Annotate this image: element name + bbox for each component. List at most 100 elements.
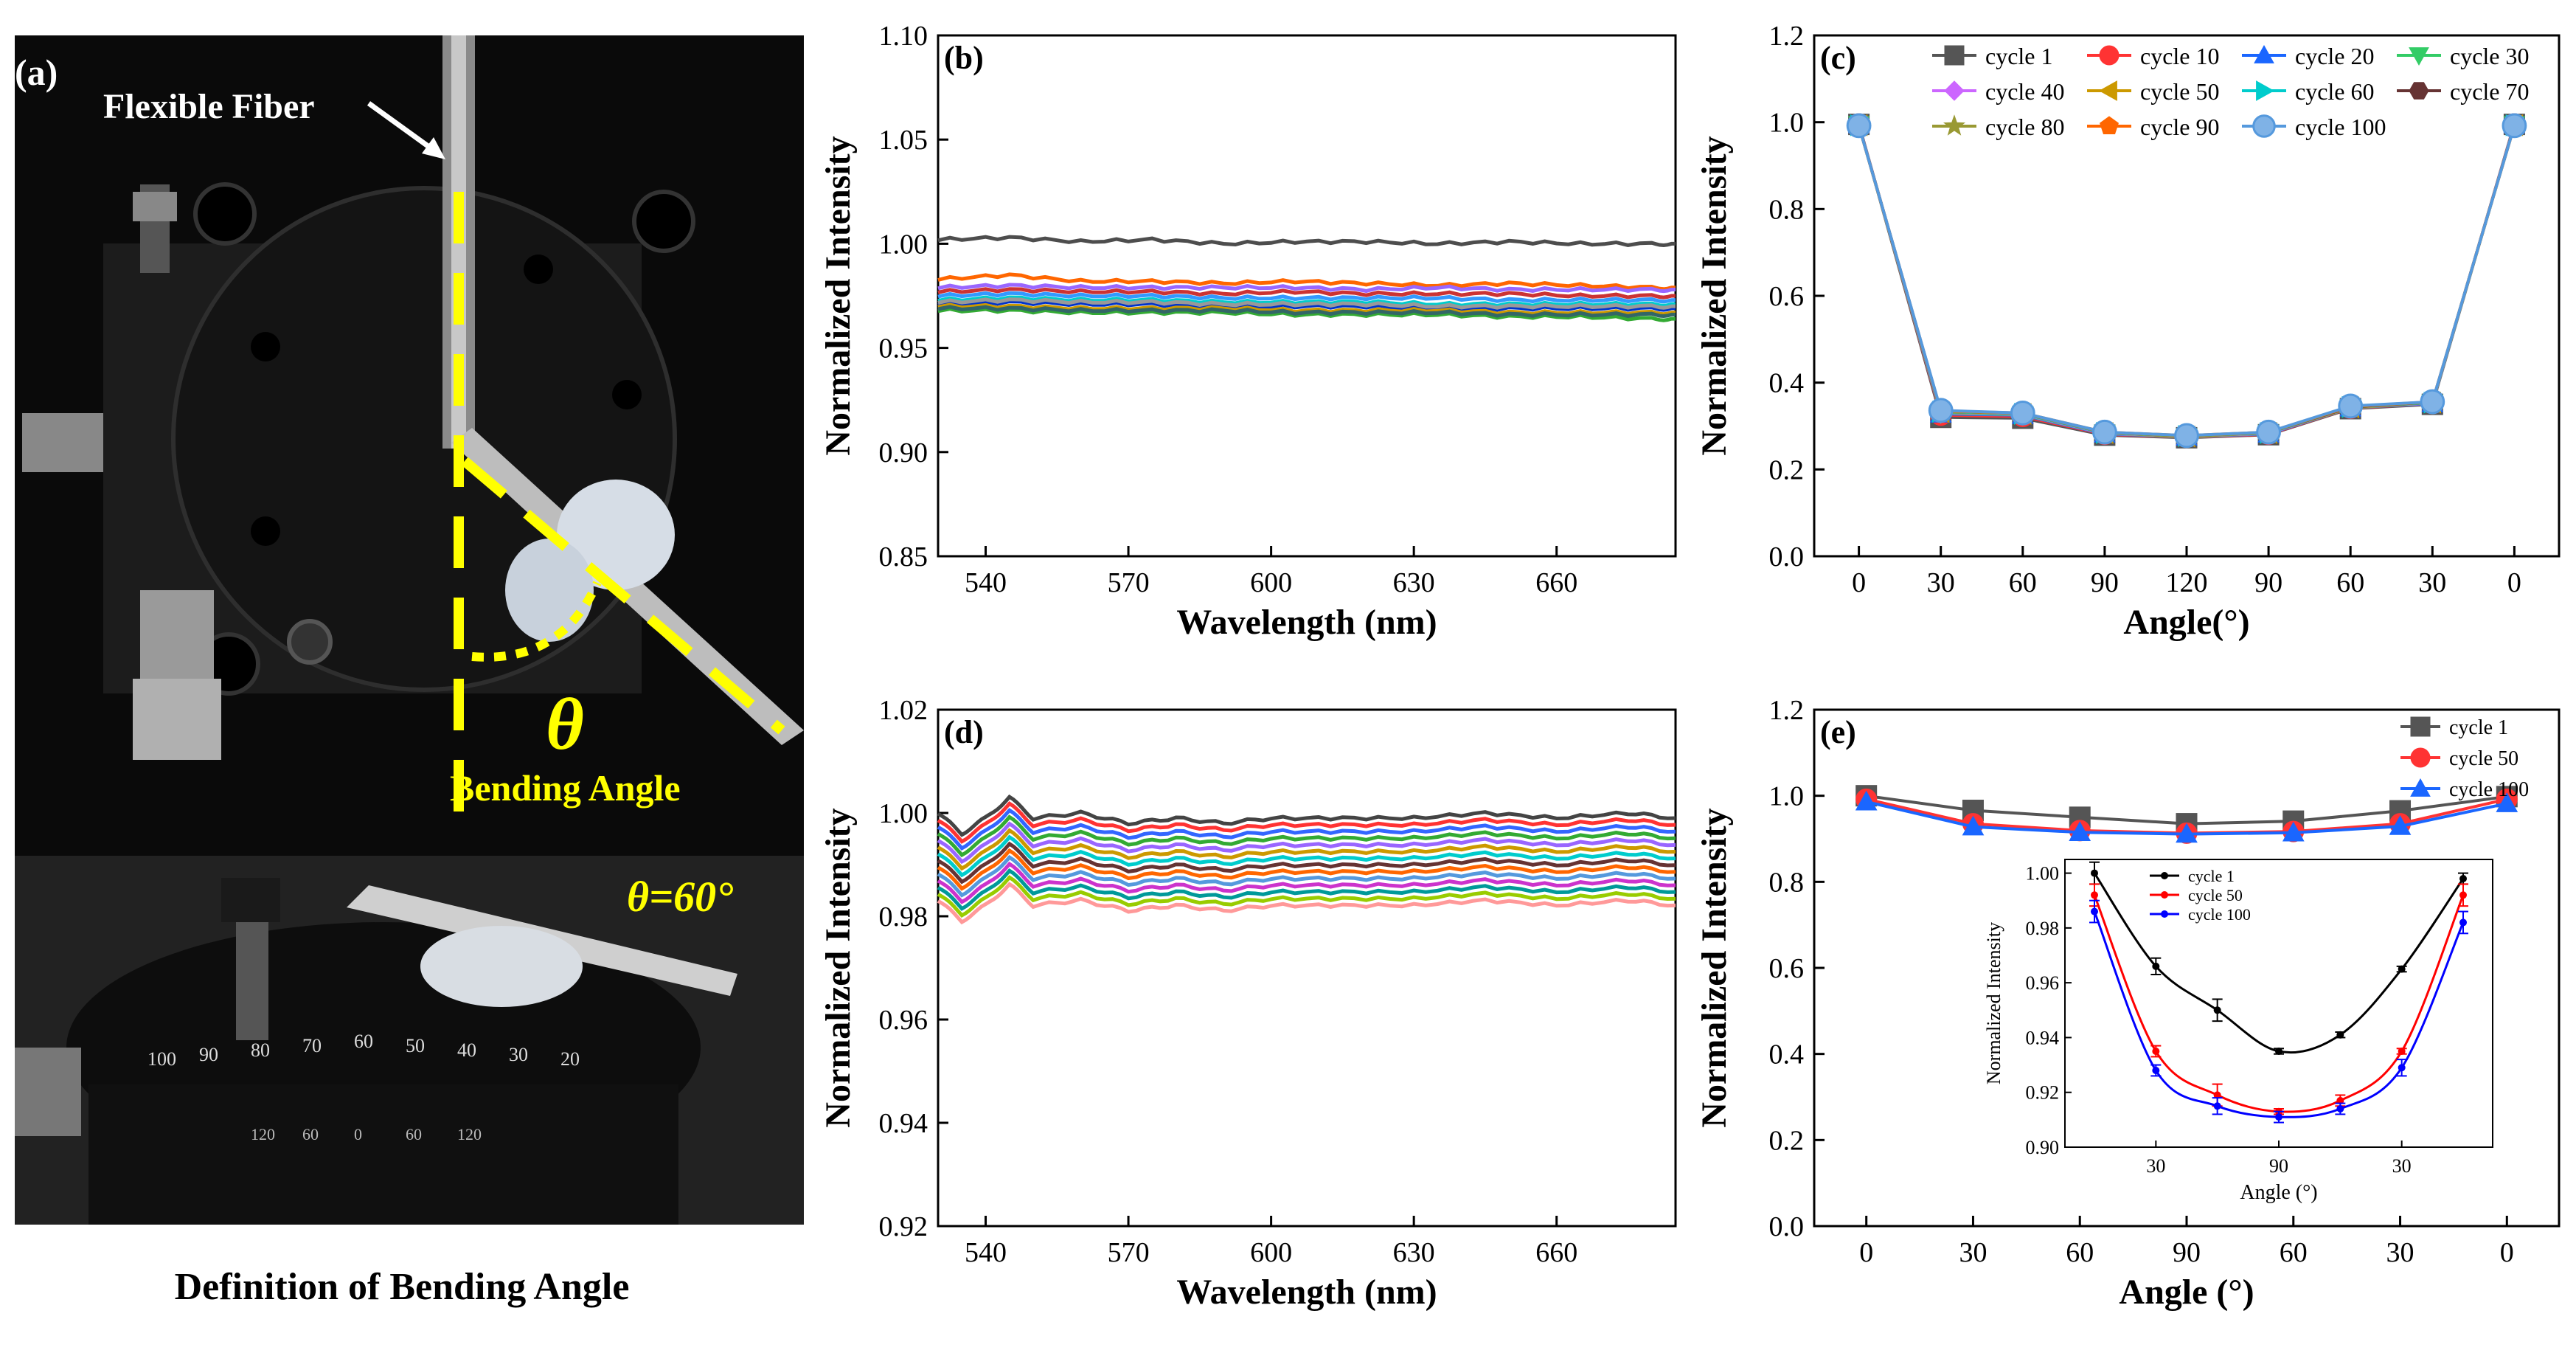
y-tick-label: 0.0: [1769, 1211, 1805, 1242]
x-tick-label: 630: [1393, 1237, 1435, 1268]
data-point: [2256, 80, 2275, 101]
panel-c-chart: (c) Normalized Intensity Angle(°) 0.0 0.2 0.4…: [1695, 21, 2561, 642]
inset-data-point: [2213, 1102, 2221, 1110]
data-point: [2496, 792, 2518, 812]
y-tick-label: 0.94: [879, 1108, 928, 1139]
stage-hole: [632, 190, 695, 253]
series-line: [1857, 125, 2516, 438]
inset-legend-marker: [2161, 891, 2168, 899]
inset-x-tick-label: 90: [2269, 1155, 2288, 1177]
series-line: [937, 297, 1676, 310]
series-line: [937, 868, 1676, 911]
x-tick-label: 630: [1393, 567, 1435, 598]
y-tick-label: 0.90: [879, 437, 928, 468]
data-point: [2174, 423, 2199, 449]
series-line: [1857, 124, 2516, 440]
panel-label-a: (a): [15, 52, 58, 93]
stage-hole: [612, 380, 642, 409]
data-point: [2099, 45, 2120, 66]
series-line: [937, 841, 1676, 885]
x-tick-label: 120: [2166, 567, 2208, 598]
stage-hole: [251, 516, 280, 546]
data-point: [2256, 419, 2282, 445]
x-tick-label: 570: [1108, 1237, 1150, 1268]
fiber-label: Flexible Fiber: [103, 87, 315, 126]
data-point: [1846, 113, 1872, 139]
data-point: [2098, 80, 2117, 101]
dial-number: 20: [560, 1048, 580, 1070]
inset-y-tick-label: 0.96: [2026, 972, 2060, 994]
series-line: [1857, 125, 2516, 438]
x-tick-label: 660: [1535, 1237, 1577, 1268]
data-point: [2389, 815, 2412, 835]
series-line: [937, 305, 1676, 319]
legend-label: cycle 1: [1985, 43, 2053, 69]
y-axis-label: Normalized Intensity: [1695, 808, 1734, 1127]
dial-number: 100: [147, 1048, 176, 1070]
series-line: [937, 300, 1676, 312]
stage-hole: [524, 255, 553, 284]
x-tick-label: 30: [2386, 1237, 2414, 1268]
y-tick-label: 0.95: [879, 333, 928, 364]
inset-legend-label: cycle 50: [2188, 886, 2243, 904]
data-point: [2069, 821, 2091, 841]
inset-x-tick-label: 30: [2392, 1155, 2412, 1177]
bolt-shaft: [236, 922, 268, 1040]
inset-data-point: [2398, 1064, 2406, 1072]
series-line: [1857, 123, 2516, 439]
x-tick-label: 660: [1535, 567, 1577, 598]
fiber-arrowhead: [422, 137, 445, 159]
dial-number: 30: [509, 1044, 528, 1065]
data-point: [2409, 47, 2429, 66]
y-axis-label: Normalized Intensity: [1695, 136, 1734, 455]
series-line: [937, 235, 1676, 248]
series-line: [937, 875, 1676, 918]
legend-label: cycle 90: [2140, 114, 2220, 140]
y-tick-label: 0.6: [1769, 281, 1805, 312]
silicone-holder-bottom: [420, 926, 583, 1007]
inset-data-point: [2398, 965, 2406, 973]
series-line: [1857, 124, 2516, 438]
series-line: [937, 821, 1676, 865]
x-tick-label: 570: [1108, 567, 1150, 598]
legend-label: cycle 1: [2449, 716, 2508, 739]
data-point: [1928, 398, 1954, 423]
dial-lower-number: 120: [457, 1125, 482, 1143]
legend-label: cycle 60: [2295, 78, 2375, 105]
series-line: [937, 307, 1676, 322]
y-tick-label: 0.8: [1769, 867, 1805, 898]
legend-label: cycle 80: [1985, 114, 2065, 140]
data-point: [2410, 778, 2431, 797]
y-tick-label: 0.0: [1769, 541, 1805, 572]
x-tick-label: 30: [1959, 1237, 1987, 1268]
data-point: [2338, 393, 2364, 419]
dial-number: 50: [406, 1035, 425, 1056]
y-tick-label: 0.2: [1769, 1125, 1805, 1156]
legend-label: cycle 50: [2140, 78, 2220, 105]
x-tick-label: 60: [2009, 567, 2037, 598]
inset-y-tick-label: 1.00: [2026, 863, 2060, 885]
y-tick-label: 1.05: [879, 125, 928, 156]
inset-y-axis-label: Normalized Intensity: [1983, 922, 2004, 1084]
inset-legend-label: cycle 100: [2188, 905, 2251, 924]
data-point: [1944, 45, 1965, 66]
bending-angle-label: Bending Angle: [450, 767, 681, 809]
y-tick-label: 0.96: [879, 1005, 928, 1036]
angle-arc: [471, 581, 602, 662]
panel-label: (e): [1820, 714, 1856, 750]
bending-angle-photo: (a) Flexible Fiber θ Bending Angle 100 90…: [15, 35, 804, 1225]
bent-reference-line: [461, 457, 785, 735]
dial-number: 40: [457, 1039, 476, 1061]
series-line: [937, 861, 1676, 904]
y-tick-label: 0.8: [1769, 194, 1805, 225]
y-tick-label: 1.00: [879, 229, 928, 260]
inset-data-point: [2459, 891, 2467, 899]
legend-label: cycle 70: [2450, 78, 2530, 105]
data-point: [2252, 114, 2276, 138]
dial-lower-number: 0: [354, 1125, 362, 1143]
inset-legend-marker: [2161, 872, 2168, 879]
inset-data-point: [2275, 1113, 2282, 1121]
series-line: [937, 808, 1676, 851]
y-tick-label: 0.85: [879, 541, 928, 572]
